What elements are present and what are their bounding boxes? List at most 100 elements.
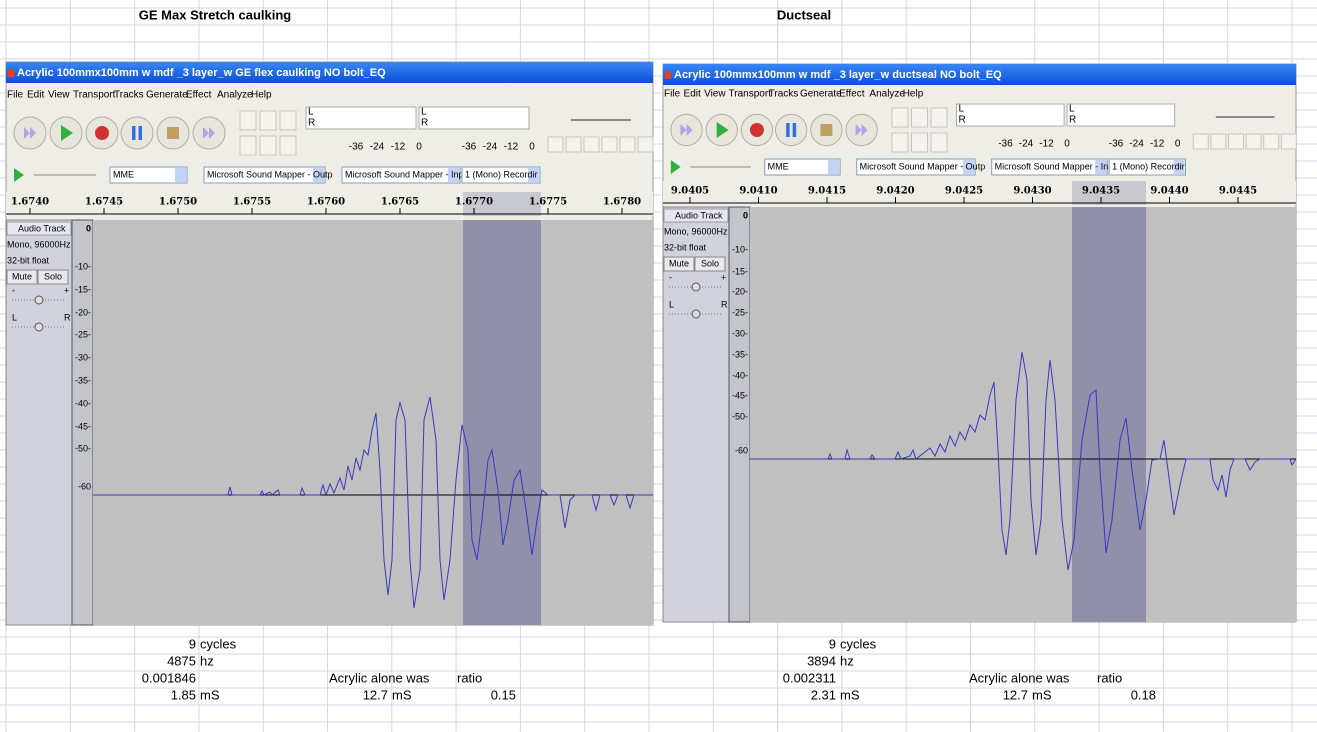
tool-button[interactable] bbox=[911, 107, 929, 128]
track-button[interactable] bbox=[37, 269, 69, 285]
transport-button[interactable] bbox=[120, 116, 154, 150]
wave-area bbox=[750, 207, 1296, 622]
tool-button[interactable] bbox=[239, 135, 257, 156]
pan-label: L bbox=[12, 312, 17, 322]
meter-scale-label: 0 bbox=[529, 142, 535, 153]
meter-channel: R bbox=[958, 115, 965, 126]
device-combo[interactable] bbox=[341, 166, 461, 184]
menu-item[interactable]: Edit bbox=[684, 89, 701, 100]
track-name-box[interactable] bbox=[6, 221, 72, 236]
mini-play bbox=[14, 168, 24, 182]
meter-scale-label: -12 bbox=[391, 142, 406, 153]
meter-channel: L bbox=[421, 107, 427, 118]
db-label: -60 bbox=[735, 445, 748, 455]
edit-button[interactable] bbox=[1210, 133, 1227, 150]
tool-button[interactable] bbox=[259, 110, 277, 131]
ruler-tick-label: 1.6755 bbox=[233, 197, 271, 208]
tool-button[interactable] bbox=[239, 110, 257, 131]
edit-button[interactable] bbox=[1263, 133, 1280, 150]
menu-item[interactable]: File bbox=[664, 89, 681, 100]
menu-item[interactable]: Effect bbox=[839, 89, 865, 100]
ruler-tick-label: 1.6740 bbox=[11, 197, 49, 208]
menu-item[interactable]: View bbox=[48, 90, 70, 101]
note-value: 2.31 bbox=[811, 687, 836, 702]
menu-item[interactable]: Help bbox=[251, 90, 272, 101]
edit-button[interactable] bbox=[1280, 133, 1297, 150]
tool-button[interactable] bbox=[911, 132, 929, 153]
edit-button[interactable] bbox=[637, 136, 654, 153]
tool-button[interactable] bbox=[930, 132, 948, 153]
device-combo[interactable] bbox=[764, 158, 841, 176]
tool-button[interactable] bbox=[891, 132, 909, 153]
pause-icon bbox=[792, 123, 797, 137]
menu-item[interactable]: Transport bbox=[729, 89, 772, 100]
menu-item[interactable]: Edit bbox=[27, 90, 44, 101]
db-label: -25- bbox=[732, 307, 748, 317]
tool-button[interactable] bbox=[279, 135, 297, 156]
meter-channel: R bbox=[1069, 115, 1076, 126]
pan-thumb bbox=[34, 322, 44, 332]
pause-icon bbox=[786, 123, 790, 137]
gain-label: + bbox=[64, 285, 69, 295]
tool-button[interactable] bbox=[930, 107, 948, 128]
device-combo[interactable] bbox=[109, 166, 188, 184]
device-label: Microsoft Sound Mapper - Inpu bbox=[995, 161, 1119, 171]
edit-button[interactable] bbox=[1227, 133, 1244, 150]
app-icon bbox=[8, 69, 14, 77]
meter-channel: L bbox=[308, 107, 314, 118]
db-label: -40- bbox=[732, 370, 748, 380]
note-value: 9 bbox=[189, 636, 196, 651]
note-unit: mS bbox=[840, 687, 860, 702]
gain-label: + bbox=[721, 272, 726, 282]
pan-label: L bbox=[669, 299, 674, 309]
track-name-box[interactable] bbox=[663, 208, 729, 223]
menu-item[interactable]: Transport bbox=[73, 90, 116, 101]
meter bbox=[956, 103, 1065, 127]
track-info: 32-bit float bbox=[664, 242, 707, 252]
meter-scale-label: -12 bbox=[504, 142, 519, 153]
menu-item[interactable]: Generate bbox=[146, 90, 188, 101]
transport-button[interactable] bbox=[775, 113, 808, 147]
device-combo[interactable] bbox=[1108, 158, 1186, 176]
menu-item[interactable]: File bbox=[7, 90, 24, 101]
ruler-tick-label: 1.6750 bbox=[159, 197, 197, 208]
edit-button[interactable] bbox=[1245, 133, 1262, 150]
tool-button[interactable] bbox=[279, 110, 297, 131]
comparison-value: 12.7 bbox=[1003, 687, 1028, 702]
menu-item[interactable]: Help bbox=[903, 89, 924, 100]
edit-button[interactable] bbox=[619, 136, 636, 153]
menu-item[interactable]: Tracks bbox=[769, 89, 799, 100]
ruler-tick-label: 1.6745 bbox=[85, 197, 123, 208]
menu-item[interactable]: Effect bbox=[186, 90, 212, 101]
device-combo[interactable] bbox=[203, 166, 326, 184]
device-combo[interactable] bbox=[461, 166, 541, 184]
waveform bbox=[93, 396, 653, 609]
menu-item[interactable]: Generate bbox=[800, 89, 842, 100]
wave-area bbox=[93, 220, 653, 625]
device-combo[interactable] bbox=[856, 158, 976, 176]
edit-button[interactable] bbox=[1192, 133, 1209, 150]
track-button[interactable] bbox=[694, 256, 726, 272]
combo-arrow bbox=[448, 168, 459, 182]
meter-scale-label: -12 bbox=[1150, 139, 1165, 150]
track-button[interactable] bbox=[663, 256, 695, 272]
note-unit: cycles bbox=[200, 636, 237, 651]
edit-button[interactable] bbox=[601, 136, 618, 153]
panel-heading: GE Max Stretch caulking bbox=[139, 7, 291, 22]
device-label: MME bbox=[113, 169, 134, 179]
menu-item[interactable]: Analyze bbox=[869, 89, 905, 100]
track-button[interactable] bbox=[6, 269, 38, 285]
menu-item[interactable]: View bbox=[704, 89, 726, 100]
edit-button[interactable] bbox=[565, 136, 582, 153]
edit-button[interactable] bbox=[547, 136, 564, 153]
edit-button[interactable] bbox=[583, 136, 600, 153]
menu-item[interactable]: Analyze bbox=[217, 90, 253, 101]
comparison-label: Acrylic alone was bbox=[969, 670, 1070, 685]
tool-button[interactable] bbox=[891, 107, 909, 128]
device-combo[interactable] bbox=[991, 158, 1108, 176]
meter-scale-label: 0 bbox=[416, 142, 422, 153]
menu-item[interactable]: Tracks bbox=[114, 90, 144, 101]
skip-icon bbox=[203, 127, 215, 139]
tool-button[interactable] bbox=[259, 135, 277, 156]
db-label: -15- bbox=[75, 284, 91, 294]
